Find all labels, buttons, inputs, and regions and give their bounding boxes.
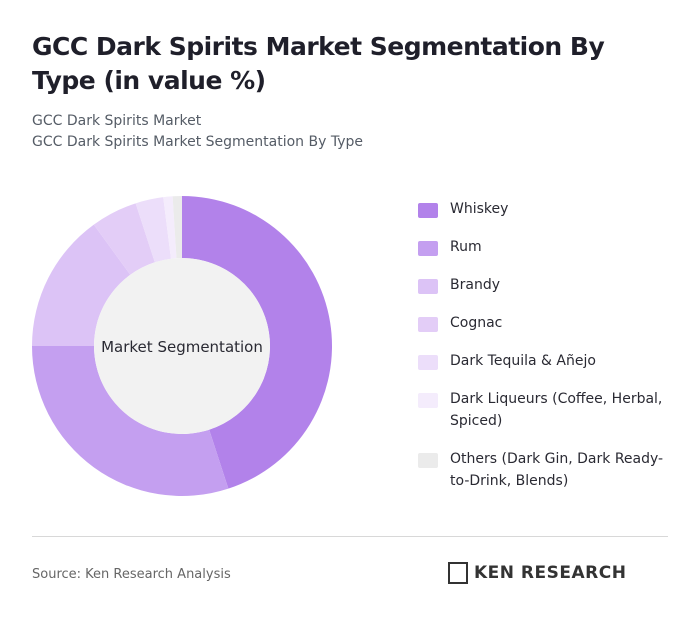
donut-slice — [163, 196, 177, 259]
subtitle: GCC Dark Spirits Market — [32, 113, 202, 129]
donut-slice — [32, 224, 131, 346]
legend-item: Rum — [418, 236, 668, 258]
legend-item: Whiskey — [418, 198, 668, 220]
legend-item: Dark Tequila & Añejo — [418, 350, 668, 372]
subtitle: GCC Dark Spirits Market Segmentation By … — [32, 134, 363, 150]
legend-label: Others (Dark Gin, Dark Ready-to-Drink, B… — [450, 451, 664, 489]
donut-chart: Market Segmentation — [32, 196, 333, 497]
legend-label: Brandy — [450, 277, 500, 293]
logo: KEN RESEARCH — [474, 563, 627, 583]
legend-swatch — [418, 317, 438, 332]
legend-swatch — [418, 241, 438, 256]
source: Source: Ken Research Analysis — [32, 567, 231, 582]
legend-swatch — [418, 203, 438, 218]
legend-swatch — [418, 453, 438, 468]
donut-slice — [32, 346, 229, 497]
logo-icon — [448, 562, 468, 584]
legend-item: Others (Dark Gin, Dark Ready-to-Drink, B… — [418, 448, 668, 492]
donut-hole — [94, 258, 270, 434]
center-label: Market Segmentation — [101, 338, 263, 356]
donut-slice — [172, 196, 182, 259]
legend-item: Cognac — [418, 312, 668, 334]
legend-label: Dark Liqueurs (Coffee, Herbal, Spiced) — [450, 391, 663, 429]
legend-label: Rum — [450, 239, 482, 255]
legend-label: Dark Tequila & Añejo — [450, 353, 596, 369]
donut-slice — [135, 197, 171, 263]
legend-swatch — [418, 279, 438, 294]
legend-swatch — [418, 355, 438, 370]
legend-label: Whiskey — [450, 201, 509, 217]
donut-slice — [93, 203, 155, 275]
legend-item: Brandy — [418, 274, 668, 296]
legend: Whiskey Rum Brandy Cognac Dark Tequila & Añe… — [418, 198, 668, 492]
donut-slice — [182, 196, 333, 489]
divider — [32, 536, 668, 537]
chart-title: GCC Dark Spirits Market Segmentation By … — [32, 32, 605, 95]
legend-swatch — [418, 393, 438, 408]
legend-item: Dark Liqueurs (Coffee, Herbal, Spiced) — [418, 388, 668, 432]
legend-label: Cognac — [450, 315, 503, 331]
